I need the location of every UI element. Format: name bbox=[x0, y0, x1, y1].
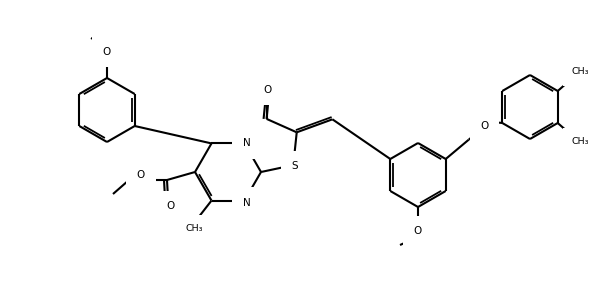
Text: O: O bbox=[414, 226, 422, 236]
Text: O: O bbox=[137, 170, 145, 180]
Text: CH₃: CH₃ bbox=[572, 67, 590, 76]
Text: O: O bbox=[103, 47, 111, 57]
Text: N: N bbox=[242, 138, 250, 148]
Text: CH₃: CH₃ bbox=[186, 224, 203, 233]
Text: O: O bbox=[481, 121, 488, 131]
Text: S: S bbox=[291, 161, 298, 171]
Text: O: O bbox=[264, 85, 272, 95]
Text: N: N bbox=[242, 198, 250, 208]
Text: O: O bbox=[167, 201, 175, 211]
Text: CH₃: CH₃ bbox=[572, 138, 590, 146]
